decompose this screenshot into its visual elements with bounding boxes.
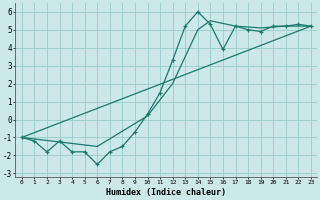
X-axis label: Humidex (Indice chaleur): Humidex (Indice chaleur) [106, 188, 226, 197]
